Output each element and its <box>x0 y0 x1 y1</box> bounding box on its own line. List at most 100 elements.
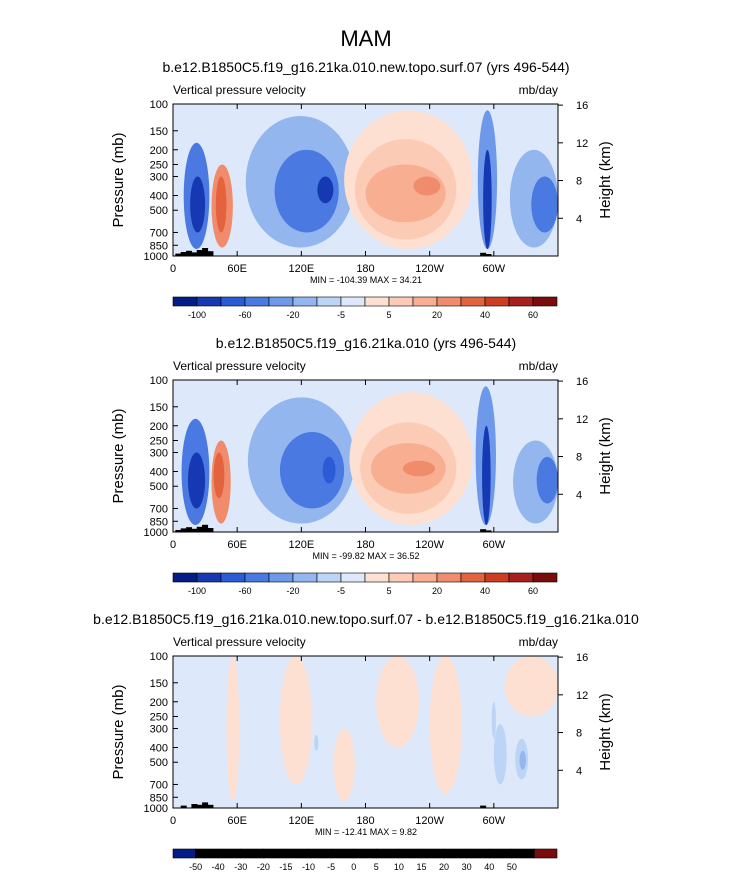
topography-block <box>480 805 487 808</box>
chart-panel-1: b.e12.B1850C5.f19_g16.21ka.010.new.topo.… <box>110 59 614 320</box>
y2-tick-label: 4 <box>576 765 582 777</box>
colorbar-label: -10 <box>302 862 315 872</box>
y2-tick-label: 16 <box>576 376 588 388</box>
colorbar-swatch <box>172 572 198 583</box>
colorbar-label: 30 <box>462 862 472 872</box>
colorbar-swatch <box>263 848 287 859</box>
colorbar-label: 60 <box>528 586 538 596</box>
colorbar-swatch <box>388 572 414 583</box>
colorbar-swatch <box>460 572 486 583</box>
colorbar-label: -5 <box>327 862 335 872</box>
panel-right-label: mb/day <box>519 83 558 97</box>
topography-block <box>186 250 193 256</box>
contour-region <box>482 425 491 526</box>
topography-block <box>196 250 203 256</box>
panel-left-label: Vertical pressure velocity <box>173 83 306 97</box>
contour-region <box>314 734 319 751</box>
contour-region <box>402 460 436 477</box>
y-tick-label: 150 <box>150 678 168 690</box>
panel-title: b.e12.B1850C5.f19_g16.21ka.010 (yrs 496-… <box>216 335 516 351</box>
colorbar-label: 5 <box>386 586 391 596</box>
topography-block <box>207 804 214 808</box>
contour-region <box>279 432 345 509</box>
y2-tick-label: 8 <box>576 452 582 464</box>
contour-region <box>376 656 419 748</box>
y-tick-label: 250 <box>150 159 168 171</box>
colorbar-label: 0 <box>351 862 356 872</box>
colorbar-swatch <box>196 572 222 583</box>
colorbar-swatch <box>244 296 270 307</box>
colorbar-label: -20 <box>286 310 299 320</box>
colorbar-swatch <box>195 848 219 859</box>
x-tick-label: 0 <box>170 539 176 551</box>
colorbar-label: -60 <box>238 586 251 596</box>
colorbar-swatch <box>316 296 342 307</box>
colorbar-label: 40 <box>480 586 490 596</box>
stats-label: MIN = -104.39 MAX = 34.21 <box>310 275 422 285</box>
y-tick-label: 300 <box>150 172 168 184</box>
y-tick-label: 500 <box>150 757 168 769</box>
y2-tick-label: 8 <box>576 176 582 188</box>
colorbar-label: 15 <box>416 862 426 872</box>
y2-axis-title: Height (km) <box>597 693 614 771</box>
colorbar-label: -30 <box>234 862 247 872</box>
contour-region <box>536 456 558 504</box>
y2-tick-label: 4 <box>576 489 582 501</box>
panel-left-label: Vertical pressure velocity <box>173 635 306 649</box>
colorbar-swatch <box>308 848 332 859</box>
y-tick-label: 400 <box>150 467 168 479</box>
topography-block <box>202 248 209 256</box>
y-tick-label: 500 <box>150 481 168 493</box>
colorbar-swatch <box>443 848 467 859</box>
panel-title: b.e12.B1850C5.f19_g16.21ka.010.new.topo.… <box>162 59 569 75</box>
contour-region <box>215 176 227 233</box>
colorbar-label: 20 <box>439 862 449 872</box>
colorbar-swatch <box>466 848 490 859</box>
colorbar-swatch <box>364 572 390 583</box>
y2-tick-label: 4 <box>576 213 582 225</box>
y-tick-label: 150 <box>150 126 168 138</box>
colorbar-swatch <box>217 848 242 859</box>
y2-tick-label: 12 <box>576 138 588 150</box>
topography-block <box>202 524 209 532</box>
colorbar-label: 20 <box>432 586 442 596</box>
contour-region <box>519 750 526 770</box>
x-tick-label: 180 <box>356 263 374 275</box>
y2-tick-label: 8 <box>576 728 582 740</box>
topography-block <box>480 252 487 256</box>
y-tick-label: 200 <box>150 145 168 157</box>
colorbar-swatch <box>421 848 445 859</box>
panel-right-label: mb/day <box>519 359 558 373</box>
x-tick-label: 0 <box>170 263 176 275</box>
y-tick-label: 700 <box>150 227 168 239</box>
colorbar-swatch <box>244 572 270 583</box>
y2-tick-label: 12 <box>576 414 588 426</box>
y2-axis-title: Height (km) <box>597 141 614 219</box>
x-tick-label: 120W <box>415 539 444 551</box>
chart-panel-3: b.e12.B1850C5.f19_g16.21ka.010.new.topo.… <box>93 611 639 872</box>
contour-field <box>173 656 558 808</box>
x-tick-label: 60E <box>227 815 247 827</box>
y2-tick-label: 16 <box>576 100 588 112</box>
x-tick-label: 120W <box>415 263 444 275</box>
colorbar-label: -5 <box>337 586 345 596</box>
topography-block <box>485 530 492 532</box>
topography-block <box>196 526 203 532</box>
contour-region <box>322 456 336 484</box>
contour-region <box>187 452 206 509</box>
colorbar-label: 40 <box>480 310 490 320</box>
colorbar-label: 5 <box>374 862 379 872</box>
topography-block <box>175 530 182 532</box>
colorbar-swatch <box>292 296 318 307</box>
colorbar-swatch <box>268 296 294 307</box>
topography-block <box>180 805 187 808</box>
colorbar-swatch <box>353 848 377 859</box>
contour-region <box>493 723 507 785</box>
panel-right-label: mb/day <box>519 635 558 649</box>
colorbar-swatch <box>460 296 486 307</box>
colorbar-label: -50 <box>189 862 202 872</box>
y2-tick-label: 12 <box>576 690 588 702</box>
contour-region <box>491 701 496 739</box>
colorbar-label: -100 <box>188 310 206 320</box>
colorbar-swatch <box>316 572 342 583</box>
